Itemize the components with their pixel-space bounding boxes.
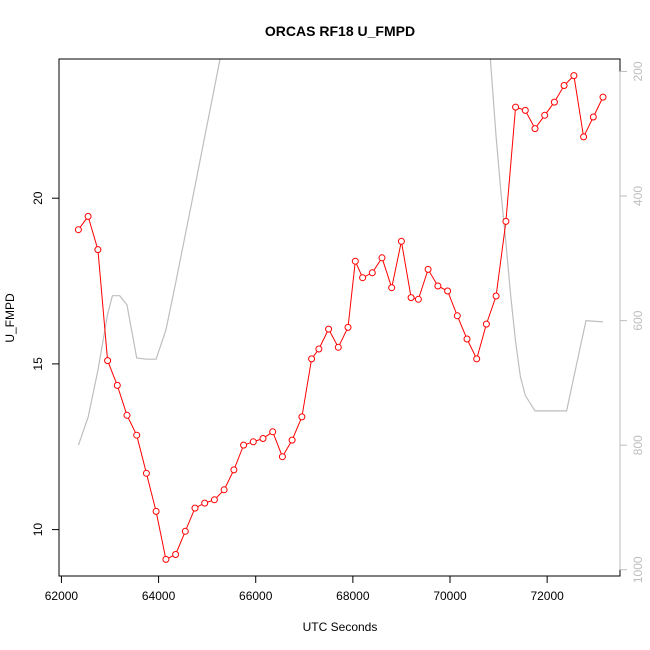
data-point (152, 507, 160, 515)
data-point (94, 246, 102, 254)
data-point (74, 226, 82, 234)
data-point (351, 257, 359, 265)
data-point (434, 282, 442, 290)
data-point (162, 555, 170, 563)
y-tick-label: 10 (31, 523, 45, 537)
data-point (249, 438, 257, 446)
y-tick-label: 15 (31, 357, 45, 371)
data-point (502, 217, 510, 225)
data-point (133, 431, 141, 439)
x-tick-label: 66000 (239, 589, 273, 603)
y-tick-label: 20 (31, 191, 45, 205)
data-point (123, 411, 131, 419)
data-point (560, 82, 568, 89)
data-point (368, 269, 376, 277)
x-tick-label: 64000 (142, 589, 176, 603)
axes-layer: 62000 64000 66000 68000 70000 72000 10 15 20 200 4… (31, 58, 645, 603)
y2-tick-label: 600 (631, 310, 645, 330)
y2-tick-label: 400 (631, 186, 645, 206)
data-point (531, 125, 539, 133)
data-point (181, 527, 189, 535)
data-point (172, 551, 180, 558)
data-point (463, 335, 471, 343)
data-point (550, 98, 558, 106)
data-point (142, 469, 150, 477)
data-point (473, 355, 481, 363)
x-tick-label: 62000 (45, 589, 79, 603)
secondary-series-line (489, 59, 604, 412)
data-point (325, 325, 333, 333)
data-point (414, 295, 422, 303)
data-point (482, 320, 490, 328)
data-point (388, 284, 396, 292)
y-axis-label: U_FMPD (3, 293, 17, 343)
data-point (453, 312, 461, 320)
data-point (315, 345, 323, 353)
data-point (201, 499, 209, 507)
secondary-series-layer (77, 59, 604, 446)
data-point (444, 287, 452, 295)
y2-tick-label: 800 (631, 435, 645, 455)
data-point (521, 106, 529, 114)
data-point (334, 343, 342, 351)
data-point (210, 496, 218, 504)
main-series-layer (74, 72, 607, 563)
y2-tick-label: 200 (631, 61, 645, 81)
data-point (240, 441, 248, 449)
data-point (104, 357, 112, 365)
x-tick-label: 68000 (336, 589, 370, 603)
x-tick-label: 72000 (530, 589, 564, 603)
chart-title: ORCAS RF18 U_FMPD (265, 23, 415, 39)
data-point (512, 103, 520, 111)
data-point (397, 237, 405, 245)
data-point (424, 265, 432, 273)
data-point (378, 254, 386, 262)
data-point (589, 113, 597, 121)
data-point (84, 212, 92, 220)
data-point (407, 294, 415, 302)
data-point (269, 428, 277, 436)
secondary-series-line (77, 59, 221, 446)
data-point (220, 486, 228, 494)
data-point (259, 435, 267, 442)
data-point (230, 466, 238, 474)
data-point (359, 274, 367, 282)
data-point (308, 355, 316, 363)
data-point (599, 93, 607, 101)
data-point (278, 453, 286, 461)
data-point (113, 381, 121, 389)
data-point (492, 292, 500, 300)
data-point (298, 413, 306, 421)
x-axis-label: UTC Seconds (303, 620, 378, 634)
data-point (344, 323, 352, 331)
data-point (288, 436, 296, 444)
data-point (541, 111, 549, 119)
data-point (580, 133, 588, 141)
x-tick-label: 70000 (433, 589, 467, 603)
y2-tick-label: 1000 (631, 556, 645, 583)
data-point (191, 504, 199, 512)
data-point (570, 72, 578, 80)
